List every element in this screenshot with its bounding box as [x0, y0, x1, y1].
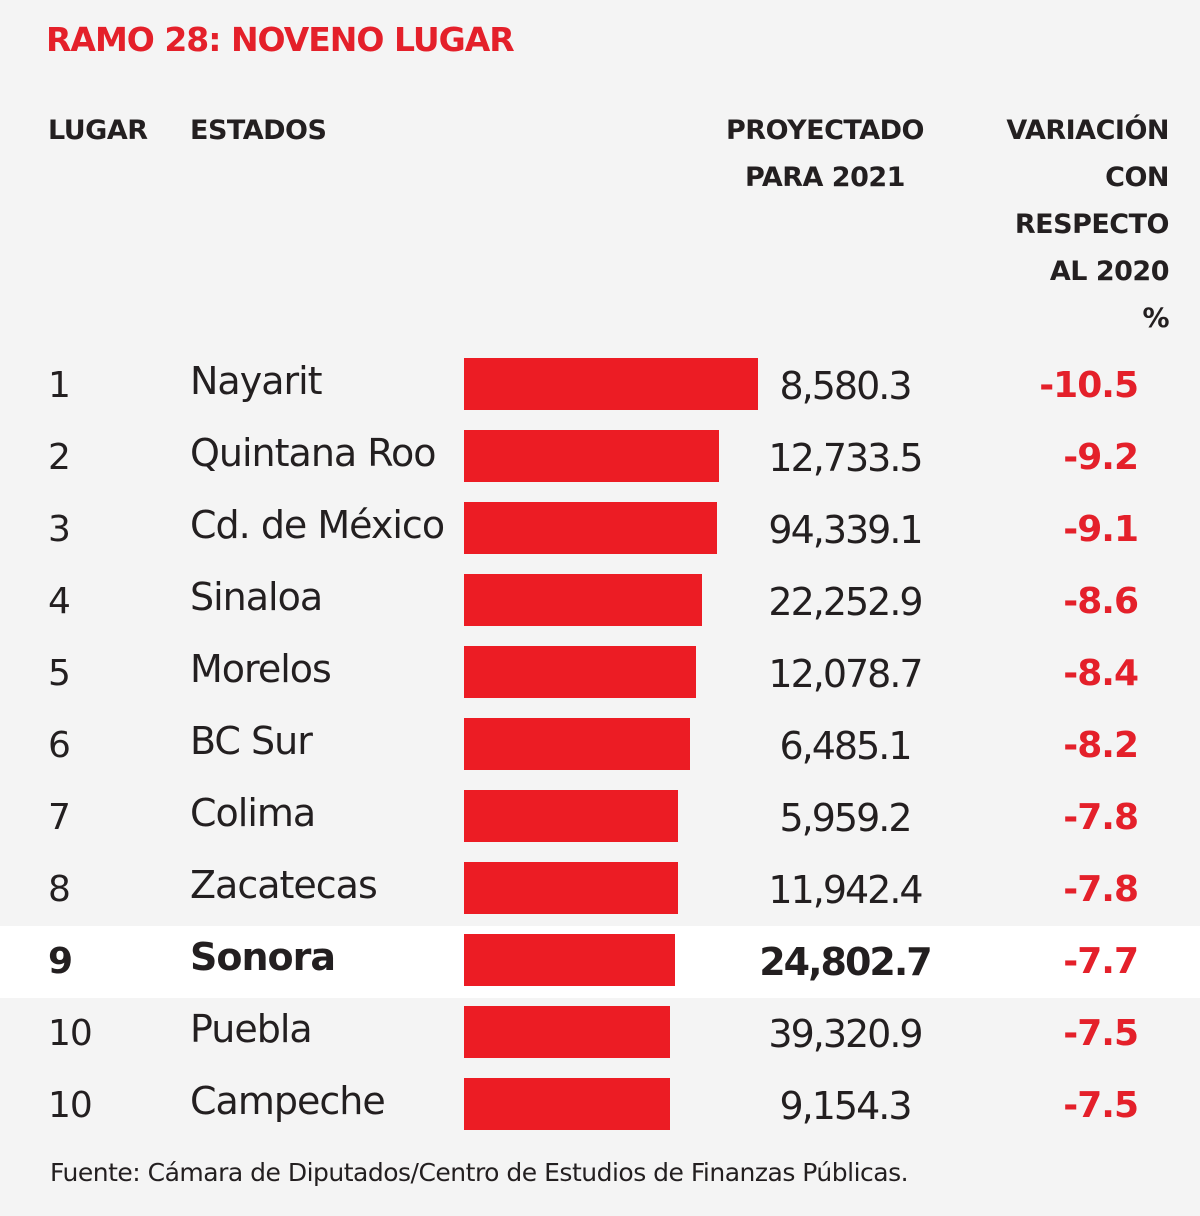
- row-projected-value: 9,154.3: [779, 1084, 912, 1128]
- row-rank: 9: [48, 941, 73, 982]
- row-rank: 10: [48, 1085, 93, 1126]
- row-projected-value: 12,078.7: [768, 652, 923, 696]
- header-variation-line3: RESPECTO: [1014, 209, 1170, 240]
- row-state: Sinaloa: [190, 575, 323, 619]
- row-state: Nayarit: [190, 359, 323, 403]
- header-variation-line2: CON: [1105, 162, 1169, 193]
- row-variation-value: -7.8: [1063, 869, 1139, 910]
- row-state: Quintana Roo: [190, 431, 436, 475]
- table-row: 5 Morelos 12,078.7 -8.4: [0, 638, 1200, 710]
- row-state: Puebla: [190, 1007, 313, 1051]
- header-projected-line2: PARA 2021: [745, 162, 905, 193]
- row-projected-value: 12,733.5: [768, 436, 923, 480]
- row-projected-value: 11,942.4: [768, 868, 923, 912]
- row-bar: [464, 502, 717, 554]
- row-variation-value: -9.1: [1063, 509, 1139, 550]
- row-projected-value: 39,320.9: [768, 1012, 923, 1056]
- row-state: Cd. de México: [190, 503, 445, 547]
- row-projected-value: 94,339.1: [768, 508, 923, 552]
- row-variation-value: -8.6: [1063, 581, 1139, 622]
- row-rank: 1: [48, 365, 71, 406]
- row-bar: [464, 790, 678, 842]
- row-projected-value: 5,959.2: [779, 796, 912, 840]
- row-variation-value: -10.5: [1039, 365, 1139, 406]
- header-variation-line4: AL 2020: [1049, 256, 1170, 287]
- table-row: 7 Colima 5,959.2 -7.8: [0, 782, 1200, 854]
- header-variation: VARIACIÓN CON RESPECTO AL 2020 %: [955, 107, 1169, 342]
- row-rank: 2: [48, 437, 71, 478]
- chart-title: RAMO 28: NOVENO LUGAR: [46, 20, 515, 59]
- row-rank: 4: [48, 581, 71, 622]
- row-variation-value: -8.2: [1063, 725, 1139, 766]
- table-row: 6 BC Sur 6,485.1 -8.2: [0, 710, 1200, 782]
- row-bar: [464, 358, 758, 410]
- row-bar: [464, 934, 675, 986]
- header-rank: LUGAR: [48, 115, 148, 146]
- table-row: 9 Sonora 24,802.7 -7.7: [0, 926, 1200, 998]
- table-row: 1 Nayarit 8,580.3 -10.5: [0, 350, 1200, 422]
- row-state: Sonora: [190, 935, 336, 979]
- row-bar: [464, 1078, 670, 1130]
- row-projected-value: 24,802.7: [759, 940, 933, 984]
- row-variation-value: -7.5: [1063, 1085, 1139, 1126]
- table-row: 8 Zacatecas 11,942.4 -7.8: [0, 854, 1200, 926]
- row-state: BC Sur: [190, 719, 313, 763]
- header-projected-line1: PROYECTADO: [726, 115, 924, 146]
- row-variation-value: -8.4: [1063, 653, 1139, 694]
- table-row: 10 Campeche 9,154.3 -7.5: [0, 1070, 1200, 1142]
- row-bar: [464, 1006, 670, 1058]
- header-projected: PROYECTADO PARA 2021: [705, 107, 945, 201]
- table-row: 4 Sinaloa 22,252.9 -8.6: [0, 566, 1200, 638]
- row-projected-value: 22,252.9: [768, 580, 923, 624]
- row-bar: [464, 574, 702, 626]
- row-state: Colima: [190, 791, 316, 835]
- header-state: ESTADOS: [190, 115, 327, 146]
- source-note: Fuente: Cámara de Diputados/Centro de Es…: [50, 1158, 909, 1187]
- row-rank: 7: [48, 797, 71, 838]
- row-rank: 6: [48, 725, 71, 766]
- row-state: Campeche: [190, 1079, 386, 1123]
- row-bar: [464, 430, 719, 482]
- row-variation-value: -7.7: [1063, 941, 1139, 982]
- row-rank: 10: [48, 1013, 93, 1054]
- row-bar: [464, 862, 678, 914]
- row-projected-value: 8,580.3: [779, 364, 912, 408]
- row-bar: [464, 646, 696, 698]
- table-row: 2 Quintana Roo 12,733.5 -9.2: [0, 422, 1200, 494]
- header-variation-line5: %: [1142, 303, 1169, 334]
- table-row: 3 Cd. de México 94,339.1 -9.1: [0, 494, 1200, 566]
- row-bar: [464, 718, 690, 770]
- row-variation-value: -7.8: [1063, 797, 1139, 838]
- row-state: Zacatecas: [190, 863, 378, 907]
- row-variation-value: -7.5: [1063, 1013, 1139, 1054]
- row-rank: 8: [48, 869, 71, 910]
- table-row: 10 Puebla 39,320.9 -7.5: [0, 998, 1200, 1070]
- row-rank: 5: [48, 653, 71, 694]
- row-state: Morelos: [190, 647, 332, 691]
- row-rank: 3: [48, 509, 71, 550]
- row-variation-value: -9.2: [1063, 437, 1139, 478]
- header-variation-line1: VARIACIÓN: [1006, 115, 1169, 146]
- row-projected-value: 6,485.1: [779, 724, 912, 768]
